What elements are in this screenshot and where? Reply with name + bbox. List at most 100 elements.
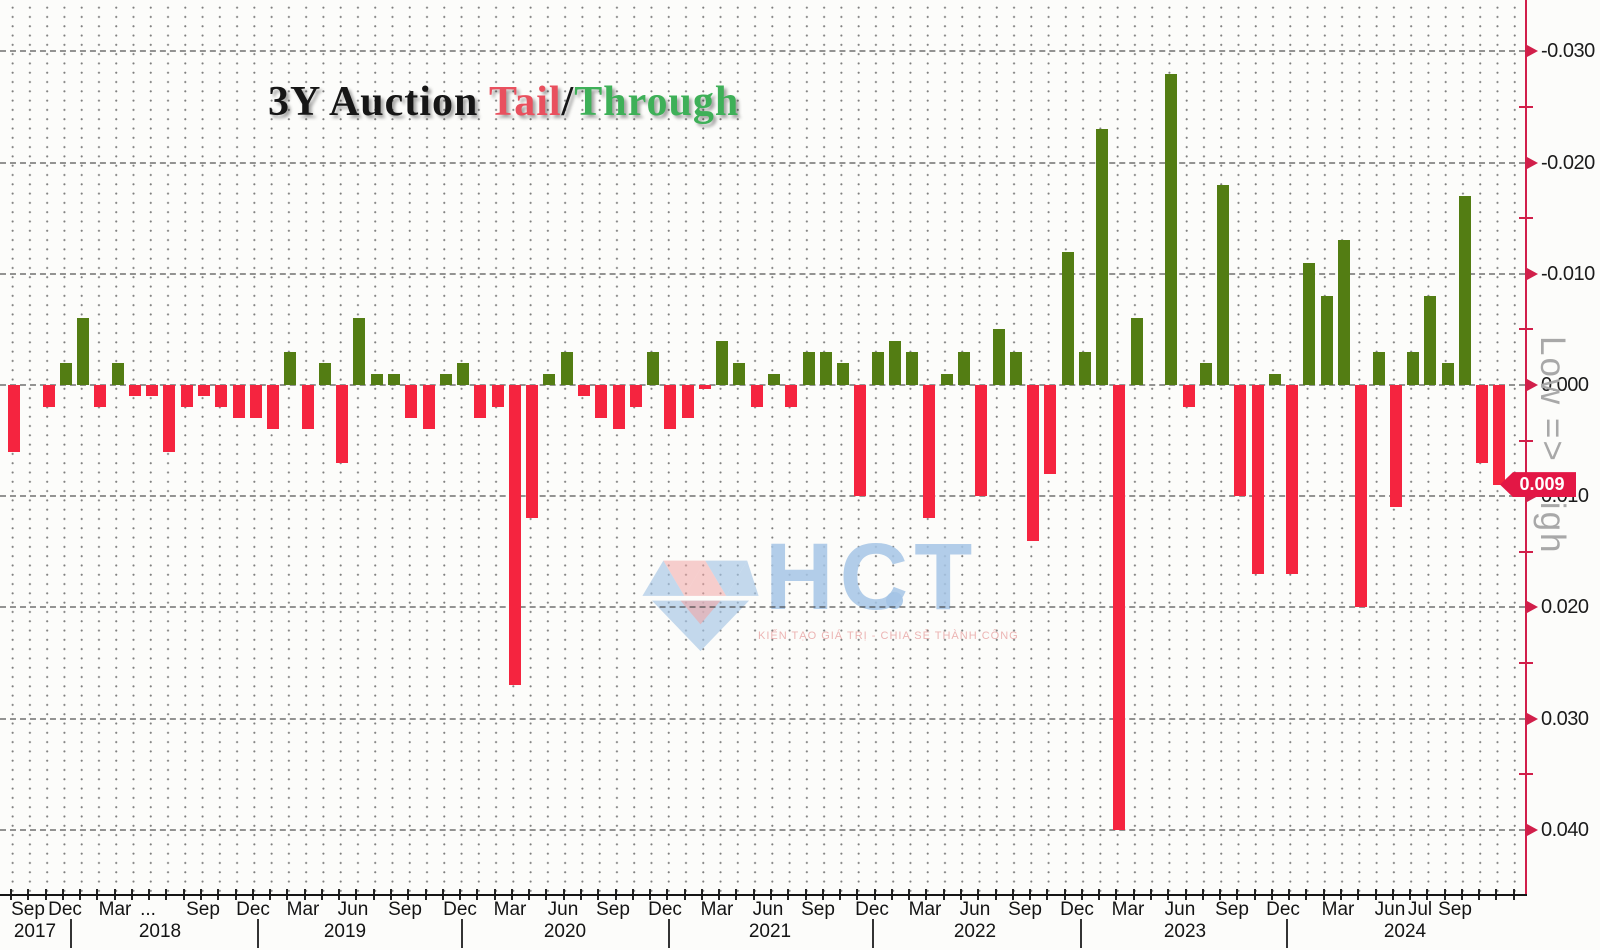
watermark-tagline: KIẾN TẠO GIÁ TRỊ - CHIA SẺ THÀNH CÔNG [758,630,1019,642]
y-tick-label: -0.020 [1541,151,1595,174]
through-bar [1078,351,1091,385]
through-bar [940,373,953,385]
x-tick-label: Sep [1008,899,1042,920]
tail-bar [215,385,228,408]
tail-bar [198,385,210,397]
gem-logo-icon [642,560,759,652]
through-bar [802,351,815,385]
tail-bar [664,385,677,430]
x-tick-label: Jun [547,899,579,920]
major-gridline [0,606,1525,609]
tail-bar [595,385,608,419]
x-tick-label: Mar [98,899,132,920]
tail-bar [94,385,107,408]
tail-bar [1389,385,1402,508]
through-bar [647,351,660,385]
x-tick-label: Sep [186,899,220,920]
x-tick-label: Mar [908,899,942,920]
plot-area [0,0,1527,895]
axis-arrow-icon [1527,379,1538,391]
major-gridline [0,272,1525,275]
major-gridline [0,50,1525,53]
major-gridline [0,161,1525,164]
year-divider [1286,919,1288,948]
title-part-tail: Tail [489,79,562,125]
x-tick-label: Jun [959,899,991,920]
through-bar [284,351,297,385]
axis-arrow-icon [1527,712,1538,725]
watermark-brand: HCT [765,524,979,630]
tail-bar [474,385,487,419]
x-tick-label: Dec [1266,899,1300,920]
right-axis-line [1525,0,1527,896]
through-bar [1303,262,1316,385]
tail-bar [681,385,694,419]
through-bar [1268,373,1281,385]
x-tick-label: Sep [1438,899,1472,920]
tail-bar [42,385,55,408]
through-bar [1165,73,1178,385]
through-bar [819,351,832,385]
watermark-c-dot [886,592,903,609]
tail-bar [336,385,349,463]
tail-bar [422,385,435,430]
y-tick-label: -0.010 [1541,262,1595,285]
x-tick-label: Dec [855,899,889,920]
last-price-badge: 0.009 [1500,472,1576,498]
x-tick-label: Dec [236,899,270,920]
year-divider [257,919,259,948]
x-tick-label: Dec [443,899,477,920]
through-bar [560,351,573,385]
tail-bar [508,385,521,686]
tail-bar [249,385,262,419]
x-year-label: 2024 [1383,921,1427,942]
x-tick-label: ... [140,899,156,920]
tail-bar [1286,385,1299,575]
tail-bar [785,385,798,408]
x-tick-label: Sep [388,899,422,920]
watermark: HCT KIẾN TẠO GIÁ TRỊ - CHIA SẺ THÀNH CÔN… [630,524,1050,655]
x-year-label: 2020 [543,921,587,942]
x-tick-label: Sep [1215,899,1249,920]
x-tick-label: Mar [286,899,320,920]
tail-bar [698,385,711,390]
through-bar [1372,351,1385,385]
x-tick-label: Mar [493,899,527,920]
tail-bar [629,385,642,408]
through-bar [768,373,780,385]
y-tick-label: 0.020 [1541,596,1589,619]
tail-bar [1493,385,1506,486]
x-tick-label: Jun [1164,899,1196,920]
major-gridline [0,717,1525,720]
year-divider [1080,919,1082,948]
x-year-label: 2022 [953,921,997,942]
bottom-axis-line [0,894,1527,896]
year-divider [668,919,670,948]
x-tick-label: Sep [11,899,45,920]
x-tick-label: Jul [1407,899,1433,920]
through-bar [958,351,970,385]
year-divider [70,919,72,948]
x-tick-label: Dec [1060,899,1094,920]
through-bar [1061,251,1074,385]
x-tick-label: Dec [48,899,82,920]
through-bar [457,362,470,385]
tail-bar [1044,385,1057,474]
through-bar [733,362,746,385]
through-bar [1441,362,1454,385]
axis-arrow-icon [1527,267,1538,280]
tail-bar [267,385,280,430]
through-bar [992,329,1005,385]
through-bar [1217,184,1230,385]
tail-bar [750,385,763,408]
year-divider [461,919,463,948]
y-tick-label: -0.030 [1541,40,1595,63]
tail-bar [1355,385,1368,608]
x-tick-label: Sep [596,899,630,920]
tail-bar [163,385,176,452]
year-divider [872,919,874,948]
tail-bar [8,385,20,452]
through-bar [1407,351,1420,385]
through-bar [888,340,901,385]
y-tick-label: 0.030 [1541,707,1589,730]
